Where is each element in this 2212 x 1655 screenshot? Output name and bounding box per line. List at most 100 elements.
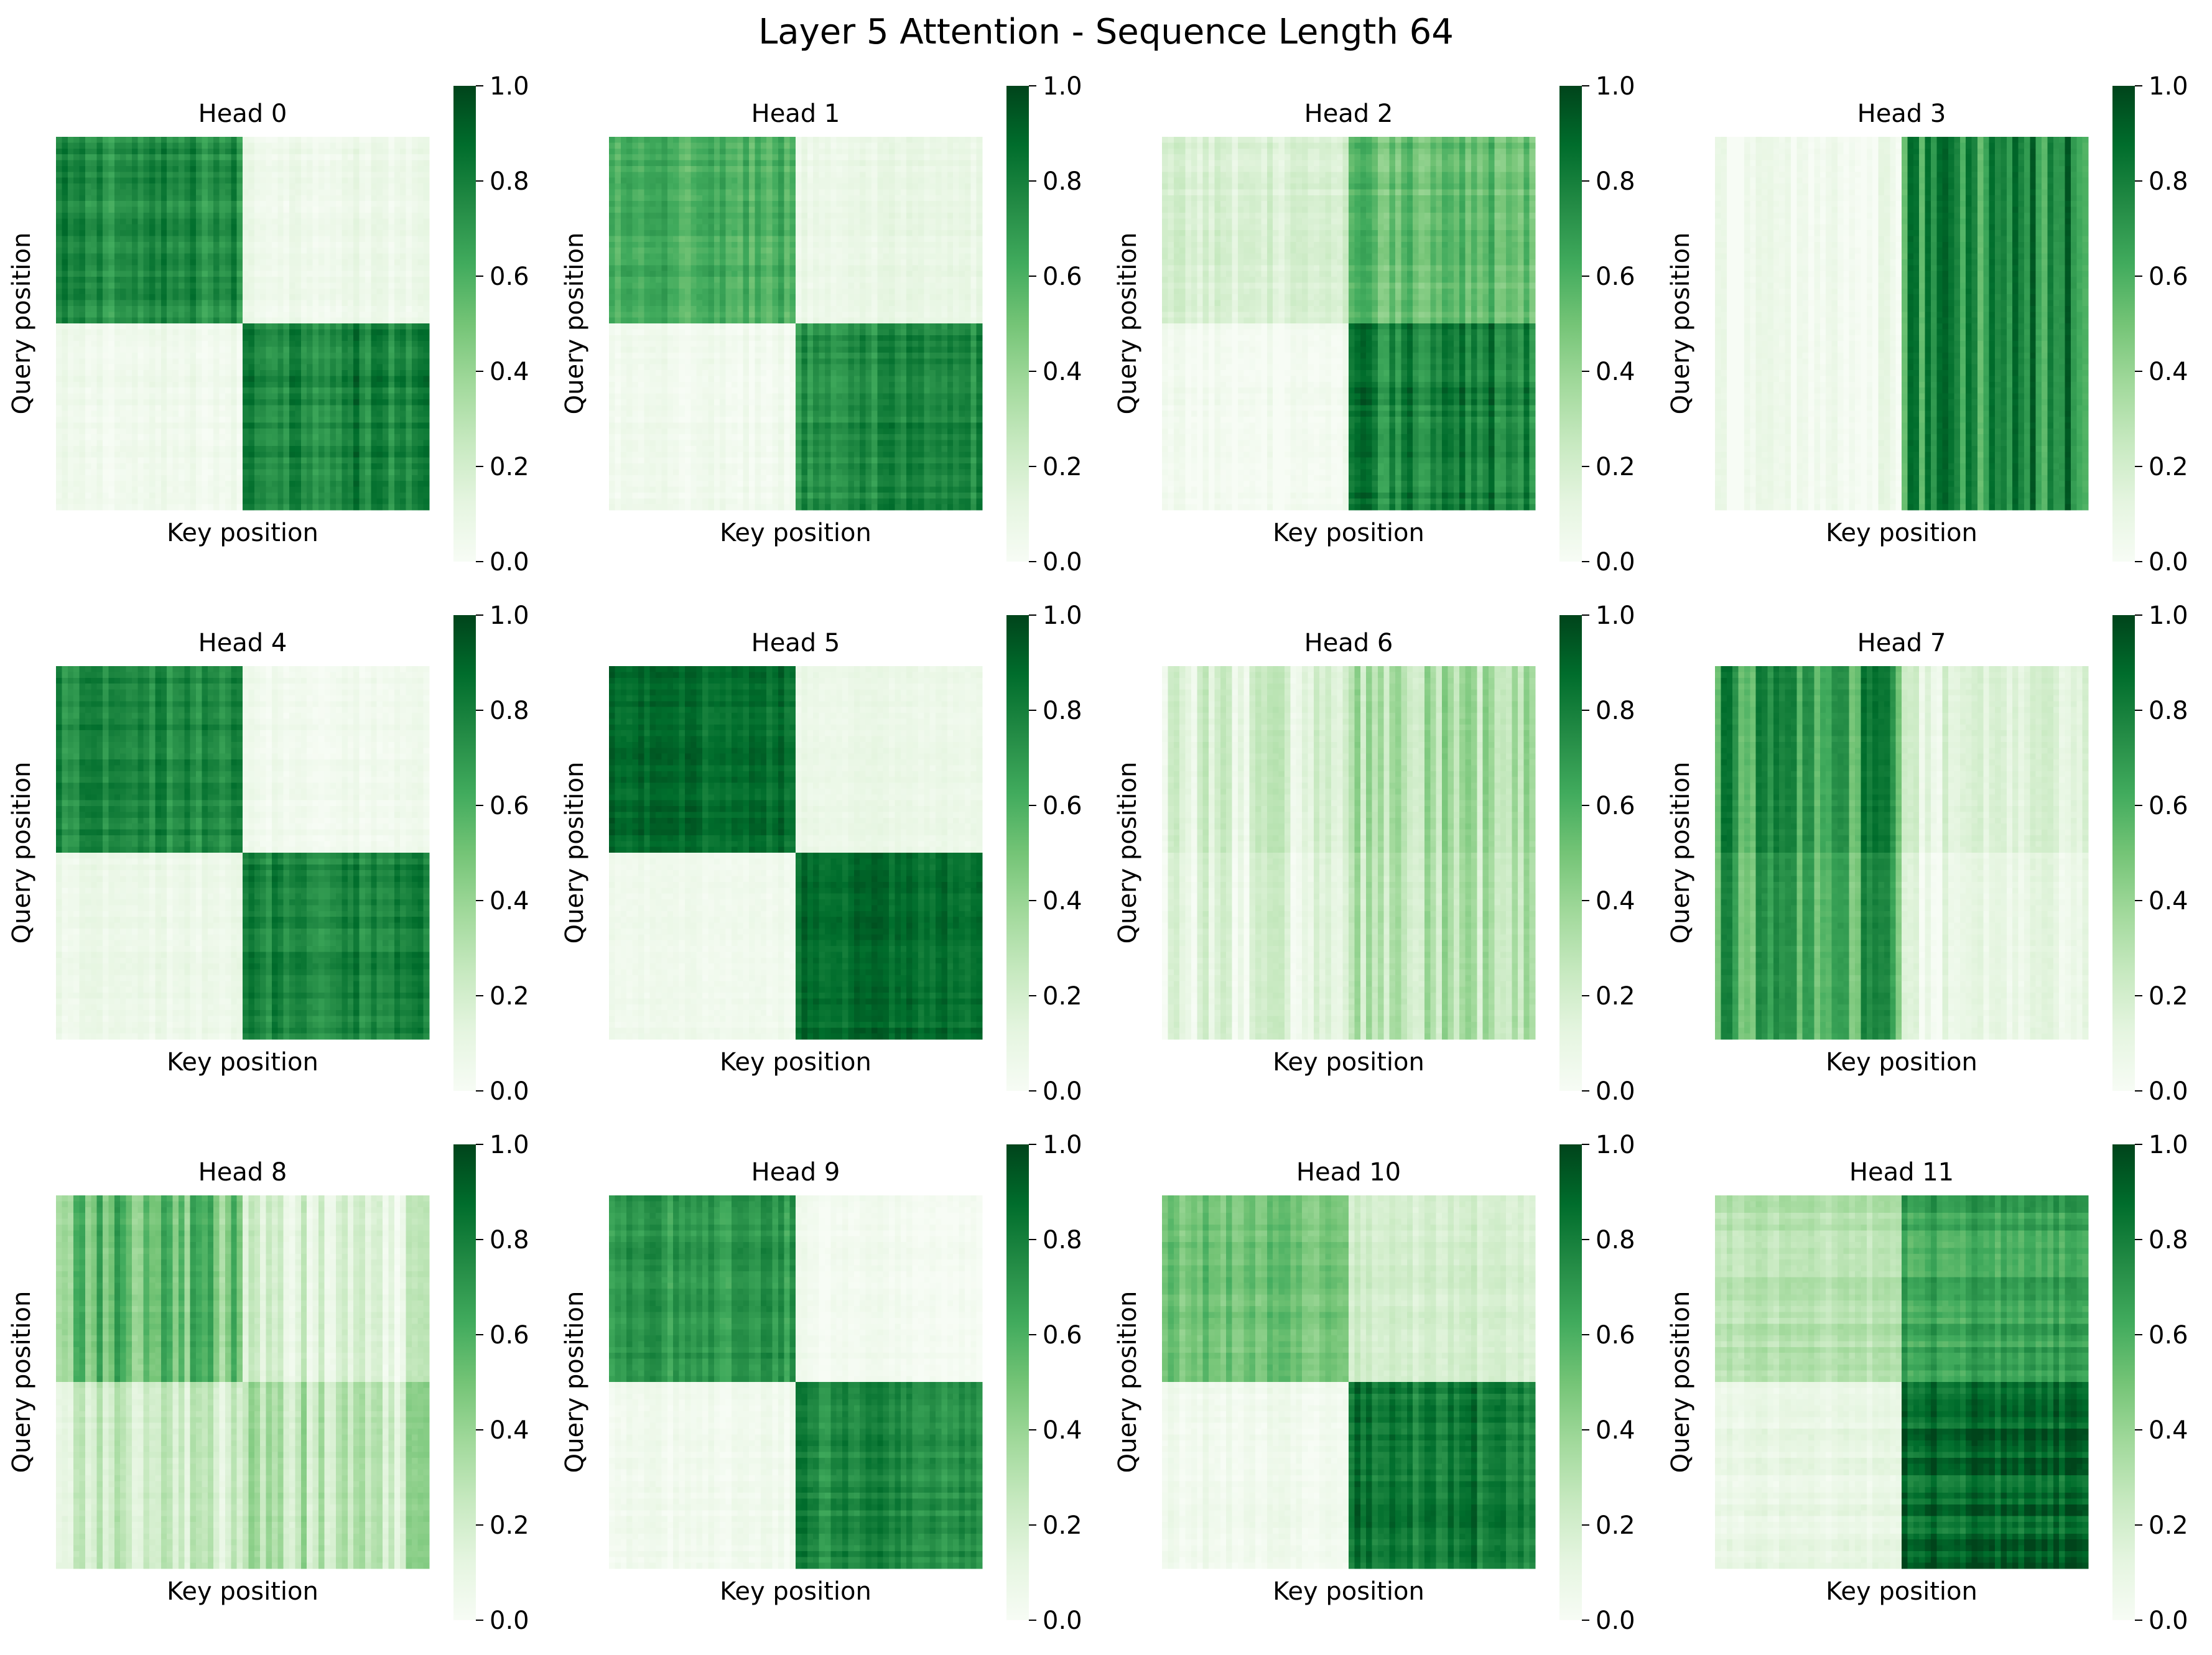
heatmap-cell (336, 160, 342, 167)
heatmap-cell (207, 341, 214, 348)
heatmap-cell (336, 428, 342, 435)
heatmap-cell (172, 428, 179, 435)
heatmap-cell (295, 440, 302, 447)
heatmap-cell (359, 165, 366, 172)
heatmap-cell (67, 475, 74, 481)
heatmap-cell (853, 212, 860, 219)
heatmap-cell (347, 399, 354, 406)
heatmap-cell (388, 498, 395, 505)
heatmap-cell (219, 154, 226, 161)
heatmap-cell (342, 294, 348, 301)
heatmap-cell (103, 277, 109, 283)
heatmap-cell (400, 294, 407, 301)
heatmap-cell (96, 417, 103, 423)
heatmap-cell (120, 241, 127, 248)
heatmap-cell (231, 469, 238, 476)
heatmap-cell (178, 165, 185, 172)
heatmap-cell (336, 218, 342, 225)
heatmap-cell (417, 434, 424, 441)
heatmap-cell (219, 410, 226, 417)
heatmap-cell (423, 248, 430, 254)
heatmap-cell (167, 463, 174, 470)
heatmap-cell (248, 440, 255, 447)
heatmap-cell (330, 492, 337, 499)
heatmap-cell (248, 294, 255, 301)
heatmap-cell (73, 212, 80, 219)
heatmap-cell (283, 177, 290, 184)
heatmap-cell (737, 195, 744, 202)
heatmap-cell (91, 469, 98, 476)
heatmap-cell (96, 253, 103, 260)
heatmap-cell (778, 195, 784, 202)
heatmap-cell (394, 282, 401, 289)
heatmap-cell (231, 317, 238, 324)
heatmap-cell (895, 206, 901, 213)
heatmap-cell (853, 183, 860, 190)
heatmap-cell (207, 259, 214, 266)
heatmap-cell (342, 329, 348, 336)
heatmap-cell (312, 288, 319, 295)
heatmap-cell (376, 206, 383, 213)
heatmap-cell (423, 352, 430, 359)
heatmap-cell (411, 294, 418, 301)
heatmap-cell (207, 212, 214, 219)
heatmap-cell (73, 241, 80, 248)
heatmap-cell (120, 376, 127, 382)
heatmap-cell (108, 148, 115, 155)
heatmap-cell (155, 259, 162, 266)
heatmap-cell (248, 405, 255, 412)
heatmap-cell (883, 137, 890, 143)
heatmap-cell (213, 457, 220, 464)
heatmap-cell (417, 218, 424, 225)
heatmap-cell (266, 352, 272, 359)
heatmap-cell (318, 282, 325, 289)
heatmap-cell (661, 212, 668, 219)
heatmap-cell (394, 271, 401, 277)
heatmap-cell (295, 282, 302, 289)
heatmap-cell (85, 148, 91, 155)
heatmap-cell (970, 137, 977, 143)
heatmap-cell (970, 172, 977, 178)
heatmap-cell (964, 148, 971, 155)
heatmap-cell (219, 230, 226, 236)
heatmap-cell (243, 154, 249, 161)
heatmap-cell (79, 463, 86, 470)
heatmap-cell (667, 201, 674, 208)
heatmap-cell (649, 142, 656, 149)
heatmap-cell (743, 183, 750, 190)
heatmap-cell (266, 440, 272, 447)
heatmap-cell (371, 148, 378, 155)
heatmap-cell (307, 241, 314, 248)
heatmap-cell (190, 341, 197, 348)
heatmap-cell (160, 277, 167, 283)
heatmap-cell (918, 189, 924, 196)
heatmap-cell (731, 137, 738, 143)
heatmap-cell (73, 393, 80, 400)
heatmap-cell (114, 253, 121, 260)
heatmap-cell (644, 206, 651, 213)
heatmap-cell (103, 469, 109, 476)
heatmap-cell (73, 236, 80, 243)
heatmap-cell (202, 154, 208, 161)
heatmap-cell (661, 189, 668, 196)
heatmap-cell (312, 154, 319, 161)
heatmap-cell (644, 189, 651, 196)
heatmap-cell (137, 294, 144, 301)
heatmap-cell (190, 305, 197, 312)
heatmap-cell (67, 492, 74, 499)
heatmap-cell (103, 341, 109, 348)
heatmap-cell (376, 195, 383, 202)
heatmap-cell (289, 346, 295, 353)
heatmap-cell (126, 259, 132, 266)
heatmap-cell (207, 195, 214, 202)
heatmap-cell (114, 422, 121, 429)
heatmap-cell (411, 329, 418, 336)
heatmap-cell (371, 142, 378, 149)
heatmap-cell (137, 142, 144, 149)
heatmap-cell (155, 142, 162, 149)
heatmap-cell (254, 399, 261, 406)
heatmap-cell (906, 165, 913, 172)
heatmap-cell (236, 434, 243, 441)
heatmap-cell (731, 183, 738, 190)
heatmap-cell (877, 183, 884, 190)
